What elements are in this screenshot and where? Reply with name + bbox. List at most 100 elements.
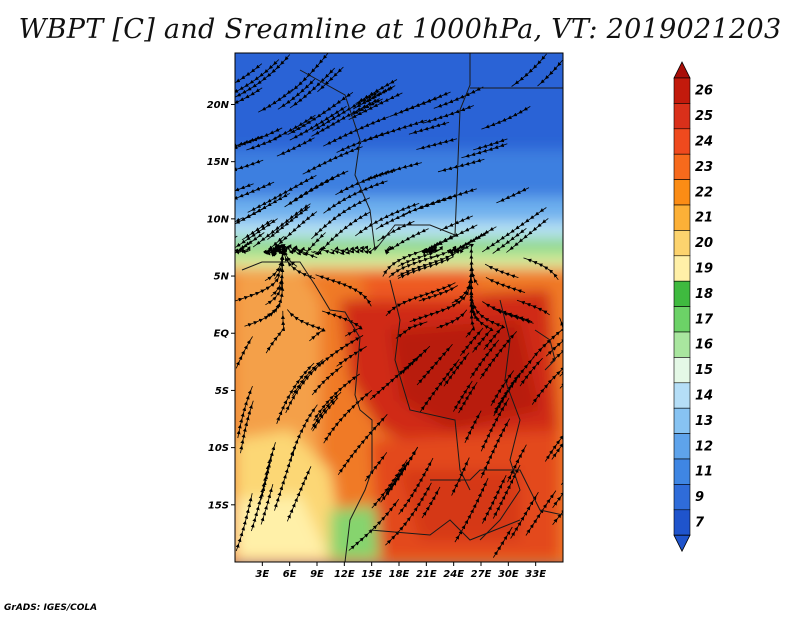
streamline: [388, 254, 438, 278]
streamline: [337, 414, 388, 476]
colorbar-label: 20: [695, 236, 713, 251]
lon-tick-label: 30E: [498, 569, 519, 580]
colorbar-swatch: [673, 255, 691, 282]
streamline: [531, 355, 563, 405]
streamline: [385, 463, 407, 494]
colorbar-label: 21: [695, 211, 713, 226]
streamline: [451, 457, 470, 496]
lat-tick-label: 20N: [207, 100, 230, 111]
colorbar-label: 22: [695, 185, 713, 200]
colorbar-top-arrow: [673, 61, 691, 79]
streamline: [559, 363, 563, 389]
streamline: [492, 526, 513, 558]
streamline: [551, 406, 563, 460]
streamline: [235, 159, 264, 173]
streamline: [289, 105, 347, 141]
country-borders: [241, 53, 563, 562]
colorbar-swatch: [673, 509, 691, 536]
streamline: [286, 309, 326, 342]
streamline: [496, 187, 530, 204]
streamline: [480, 418, 511, 479]
colorbar-label: 24: [695, 135, 713, 150]
lat-tick-label: 15S: [208, 500, 229, 511]
colorbar-swatch: [673, 458, 691, 485]
streamline: [560, 436, 563, 486]
streamline: [323, 180, 388, 214]
streamline: [453, 226, 497, 254]
colorbar-label: 13: [695, 414, 713, 429]
streamline: [239, 400, 254, 454]
colorbar-label: 19: [695, 262, 713, 277]
streamline: [472, 300, 506, 350]
colorbar-label: 23: [695, 160, 713, 175]
lon-tick-label: 21E: [416, 569, 437, 580]
latitude-axis: 20N 15N 10N 5N EQ 5S 10S 15S: [207, 100, 235, 511]
streamline: [484, 263, 519, 279]
streamline: [395, 321, 428, 339]
streamline: [311, 245, 372, 256]
streamline: [348, 498, 400, 551]
colorbar-label: 25: [695, 109, 713, 124]
lon-tick-label: 6E: [283, 569, 297, 580]
lon-tick-label: 18E: [389, 569, 410, 580]
lat-tick-label: 5N: [214, 272, 230, 283]
streamline: [290, 53, 329, 93]
streamline: [464, 410, 482, 443]
lon-tick-label: 12E: [334, 569, 355, 580]
streamline: [545, 331, 563, 357]
streamline: [273, 447, 296, 511]
streamline: [313, 373, 360, 421]
colorbar-swatch: [673, 407, 691, 434]
colorbar: 26 25 24 23 22 21 20 19 18 17 16 15 14 13 12 11 9 7: [673, 61, 714, 553]
streamlines: [235, 53, 563, 558]
colorbar-swatch: [673, 382, 691, 409]
streamline: [399, 345, 431, 376]
streamline: [242, 192, 291, 220]
colorbar-swatch: [673, 433, 691, 460]
colorbar-bottom-arrow: [673, 534, 691, 553]
colorbar-label: 15: [695, 363, 713, 378]
colorbar-label: 16: [695, 338, 713, 353]
streamline: [260, 483, 274, 525]
streamline: [485, 277, 526, 294]
colorbar-swatch: [673, 179, 691, 206]
streamline: [355, 202, 420, 237]
streamline: [493, 308, 534, 324]
lon-tick-label: 3E: [255, 569, 269, 580]
temperature-field: [235, 53, 563, 562]
streamline: [511, 53, 547, 87]
streamline: [364, 161, 422, 181]
colorbar-swatch: [673, 280, 691, 307]
lat-tick-label: 5S: [215, 386, 229, 397]
streamline: [552, 477, 563, 509]
map-area: [235, 53, 563, 562]
streamline: [493, 356, 535, 417]
lat-tick-label: 10N: [207, 214, 230, 225]
colorbar-swatch: [673, 230, 691, 257]
colorbar-label: 9: [695, 490, 704, 505]
lon-tick-label: 33E: [525, 569, 546, 580]
streamline: [384, 228, 429, 255]
streamline: [235, 59, 280, 96]
colorbar-swatch: [673, 77, 691, 104]
streamline: [290, 404, 318, 459]
colorbar-swatch: [673, 484, 691, 511]
streamline: [439, 215, 473, 231]
streamline: [348, 92, 403, 121]
streamline: [292, 359, 324, 397]
streamline: [265, 275, 284, 306]
colorbar-label: 11: [695, 465, 713, 480]
streamline: [422, 105, 474, 124]
streamline: [258, 88, 294, 113]
streamline: [263, 236, 285, 255]
streamline: [416, 137, 458, 150]
streamline: [286, 466, 312, 522]
lon-tick-label: 27E: [471, 569, 492, 580]
lon-tick-label: 15E: [361, 569, 382, 580]
colorbar-swatch: [673, 204, 691, 231]
colorbar-swatch: [673, 103, 691, 130]
streamline: [516, 299, 550, 316]
streamline: [443, 352, 470, 387]
colorbar-label: 14: [695, 389, 713, 404]
